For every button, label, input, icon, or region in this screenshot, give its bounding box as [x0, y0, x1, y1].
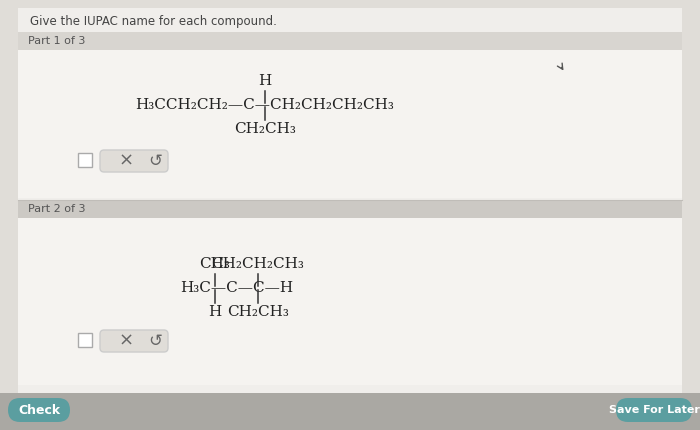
FancyBboxPatch shape	[8, 398, 70, 422]
Text: Check: Check	[18, 403, 60, 417]
FancyBboxPatch shape	[100, 330, 168, 352]
Text: CH₂CH₂CH₃: CH₂CH₂CH₃	[211, 257, 304, 271]
Text: Part 1 of 3: Part 1 of 3	[28, 36, 85, 46]
Bar	[18, 32, 682, 50]
Text: Save For Later: Save For Later	[608, 405, 699, 415]
Text: ×: ×	[118, 152, 134, 170]
Bar	[18, 218, 682, 385]
Text: CH₂CH₃: CH₂CH₃	[234, 122, 296, 136]
Text: ↺: ↺	[148, 152, 162, 170]
Text: H₃CCH₂CH₂—C—CH₂CH₂CH₂CH₃: H₃CCH₂CH₂—C—CH₂CH₂CH₂CH₃	[136, 98, 394, 112]
FancyBboxPatch shape	[616, 398, 692, 422]
Bar	[78, 333, 92, 347]
Bar	[78, 153, 92, 167]
Text: Part 2 of 3: Part 2 of 3	[28, 204, 85, 214]
Text: H: H	[209, 305, 222, 319]
Text: CH₃: CH₃	[199, 257, 230, 271]
FancyBboxPatch shape	[100, 150, 168, 172]
Text: H₃C—C—C—H: H₃C—C—C—H	[180, 281, 293, 295]
Bar	[18, 200, 682, 218]
Text: ×: ×	[118, 332, 134, 350]
Bar	[0, 393, 700, 430]
Text: H: H	[258, 74, 272, 88]
Bar	[18, 50, 682, 198]
Text: ↺: ↺	[148, 332, 162, 350]
Text: Give the IUPAC name for each compound.: Give the IUPAC name for each compound.	[30, 15, 277, 28]
Text: CH₂CH₃: CH₂CH₃	[227, 305, 289, 319]
